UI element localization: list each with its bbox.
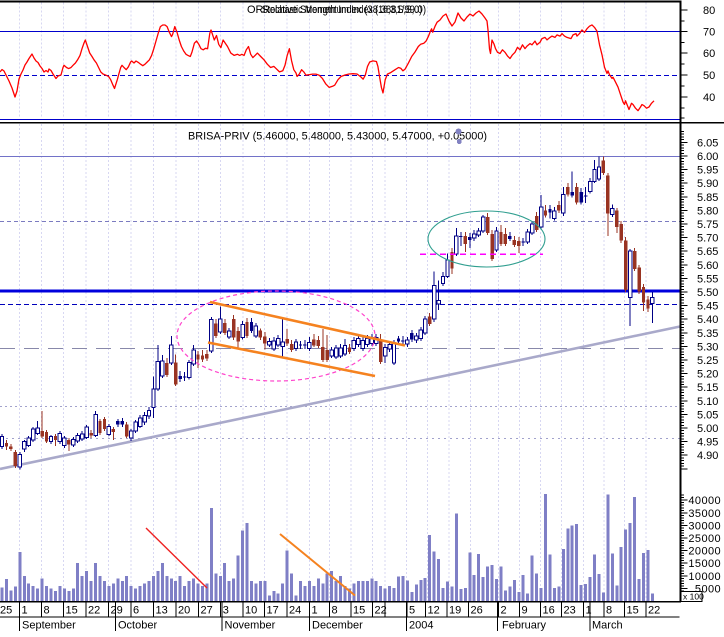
svg-text:15000: 15000 xyxy=(688,558,721,570)
svg-text:30000: 30000 xyxy=(688,520,721,532)
svg-text:16: 16 xyxy=(543,605,555,617)
svg-text:September: September xyxy=(22,620,76,632)
svg-text:1: 1 xyxy=(312,605,318,617)
svg-text:March: March xyxy=(592,620,623,632)
svg-text:4.90: 4.90 xyxy=(697,450,718,462)
svg-text:November: November xyxy=(225,620,276,632)
svg-text:5.50: 5.50 xyxy=(697,287,718,299)
svg-text:5.40: 5.40 xyxy=(697,314,718,326)
svg-text:6.00: 6.00 xyxy=(697,151,718,163)
svg-text:Relative Strength Index (38.38: Relative Strength Index (38.3881/99.0) xyxy=(263,4,426,16)
svg-text:27: 27 xyxy=(201,605,213,617)
svg-text:OR: OR xyxy=(247,4,264,16)
svg-text:5.05: 5.05 xyxy=(697,409,718,421)
svg-text:8: 8 xyxy=(332,605,338,617)
svg-text:20: 20 xyxy=(178,605,190,617)
svg-text:5.45: 5.45 xyxy=(697,301,718,313)
svg-text:5.25: 5.25 xyxy=(697,355,718,367)
svg-text:12: 12 xyxy=(428,605,440,617)
svg-text:x 100: x 100 xyxy=(683,592,704,602)
svg-text:5.85: 5.85 xyxy=(697,192,718,204)
svg-text:10: 10 xyxy=(245,605,257,617)
svg-text:25000: 25000 xyxy=(688,533,721,545)
svg-text:50: 50 xyxy=(703,70,715,82)
svg-text:5: 5 xyxy=(409,605,415,617)
svg-text:2004: 2004 xyxy=(409,620,433,632)
svg-text:5.00: 5.00 xyxy=(697,423,718,435)
svg-text:9: 9 xyxy=(522,605,528,617)
svg-text:29: 29 xyxy=(111,605,123,617)
svg-text:5.65: 5.65 xyxy=(697,246,718,258)
svg-text:Stochastic Momentum Index (16,: Stochastic Momentum Index (16,3,S,S,0) xyxy=(262,4,422,16)
svg-text:35000: 35000 xyxy=(688,508,721,520)
svg-text:60: 60 xyxy=(703,48,715,60)
svg-text:15: 15 xyxy=(353,605,365,617)
svg-text:19: 19 xyxy=(449,605,461,617)
svg-text:5.20: 5.20 xyxy=(697,369,718,381)
svg-text:20000: 20000 xyxy=(688,546,721,558)
svg-text:1: 1 xyxy=(22,605,28,617)
svg-text:23: 23 xyxy=(564,605,576,617)
svg-text:80: 80 xyxy=(703,5,715,17)
svg-text:8: 8 xyxy=(606,605,612,617)
svg-text:15: 15 xyxy=(627,605,639,617)
svg-text:5.30: 5.30 xyxy=(697,341,718,353)
svg-text:2: 2 xyxy=(501,605,507,617)
svg-text:6: 6 xyxy=(133,605,139,617)
svg-text:5.80: 5.80 xyxy=(697,205,718,217)
svg-text:4.95: 4.95 xyxy=(697,437,718,449)
svg-text:25: 25 xyxy=(0,605,12,617)
svg-text:17: 17 xyxy=(267,605,279,617)
svg-text:3: 3 xyxy=(223,605,229,617)
svg-text:October: October xyxy=(118,620,157,632)
svg-text:5.60: 5.60 xyxy=(697,260,718,272)
svg-text:5.55: 5.55 xyxy=(697,273,718,285)
svg-text:5.15: 5.15 xyxy=(697,382,718,394)
svg-text:5.90: 5.90 xyxy=(697,178,718,190)
svg-text:26: 26 xyxy=(471,605,483,617)
svg-text:6.05: 6.05 xyxy=(697,137,718,149)
svg-text:5.35: 5.35 xyxy=(697,328,718,340)
svg-text:70: 70 xyxy=(703,27,715,39)
svg-text:13: 13 xyxy=(156,605,168,617)
svg-text:1: 1 xyxy=(586,605,592,617)
svg-text:5.95: 5.95 xyxy=(697,165,718,177)
svg-text:5.75: 5.75 xyxy=(697,219,718,231)
svg-text:5.10: 5.10 xyxy=(697,396,718,408)
svg-text:February: February xyxy=(502,620,547,632)
svg-text:BRISA-PRIV (5.46000, 5.48000,: BRISA-PRIV (5.46000, 5.48000, 5.43000, 5… xyxy=(188,131,487,143)
svg-text:15: 15 xyxy=(66,605,78,617)
svg-text:40: 40 xyxy=(703,92,715,104)
svg-text:8: 8 xyxy=(44,605,50,617)
svg-text:22: 22 xyxy=(375,605,387,617)
svg-text:5.70: 5.70 xyxy=(697,233,718,245)
svg-text:22: 22 xyxy=(648,605,660,617)
svg-text:24: 24 xyxy=(289,605,301,617)
svg-text:40000: 40000 xyxy=(688,495,721,507)
svg-text:10000: 10000 xyxy=(688,571,721,583)
svg-text:22: 22 xyxy=(88,605,100,617)
svg-text:December: December xyxy=(312,620,363,632)
